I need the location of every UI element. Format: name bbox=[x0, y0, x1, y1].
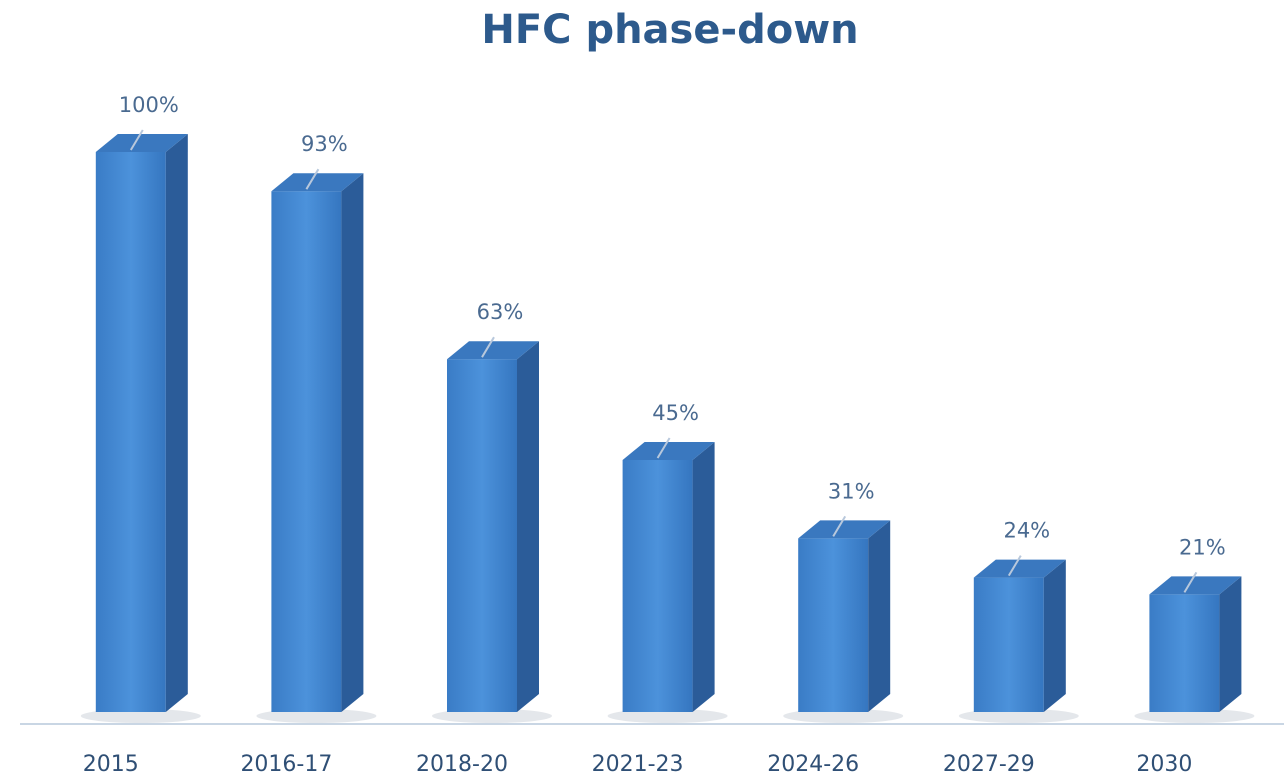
bar-top bbox=[973, 559, 1066, 578]
bar-side bbox=[1219, 576, 1242, 712]
bar-top bbox=[798, 520, 891, 539]
bar-top bbox=[95, 134, 188, 152]
x-tick-label: 2015 bbox=[83, 752, 139, 777]
x-tick-label: 2024-26 bbox=[767, 752, 859, 777]
bar bbox=[1149, 594, 1220, 712]
leader-line bbox=[1183, 571, 1198, 593]
bar-shadow bbox=[783, 709, 904, 723]
bar-side bbox=[165, 134, 188, 712]
x-tick-label: 2027-29 bbox=[943, 752, 1035, 777]
bar bbox=[798, 538, 869, 712]
x-tick-label: 2018-20 bbox=[416, 752, 508, 777]
data-label: 45% bbox=[652, 401, 699, 425]
bar-shadow bbox=[607, 709, 728, 723]
data-label: 21% bbox=[1179, 535, 1226, 559]
bar bbox=[271, 191, 342, 712]
bar-top bbox=[1149, 576, 1242, 595]
bar bbox=[447, 359, 517, 712]
bar-shadow bbox=[256, 709, 377, 723]
bar-top bbox=[622, 442, 715, 460]
data-label: 24% bbox=[1003, 519, 1050, 543]
bar-side bbox=[1043, 559, 1066, 712]
x-tick-label: 2021-23 bbox=[592, 752, 684, 777]
bar-shadow bbox=[432, 709, 552, 723]
x-tick-label: 2030 bbox=[1136, 752, 1192, 777]
data-label: 93% bbox=[301, 132, 348, 156]
data-label: 63% bbox=[477, 300, 524, 324]
bar bbox=[973, 577, 1044, 712]
bar-side bbox=[517, 341, 539, 712]
bar bbox=[622, 460, 693, 712]
chart-title: HFC phase-down bbox=[481, 7, 858, 53]
leader-line bbox=[832, 515, 847, 537]
bar-top bbox=[447, 341, 539, 360]
leader-line bbox=[656, 437, 671, 459]
bar-side bbox=[868, 520, 891, 712]
leader-line bbox=[129, 129, 144, 151]
leader-line bbox=[481, 336, 495, 358]
x-tick-label: 2016-17 bbox=[240, 752, 332, 777]
bar-shadow bbox=[958, 709, 1079, 723]
bar-shadow bbox=[80, 709, 201, 723]
leader-line bbox=[305, 168, 320, 190]
data-label: 31% bbox=[828, 479, 875, 503]
bar-side bbox=[692, 442, 715, 712]
leader-line bbox=[1007, 555, 1022, 577]
bar-side bbox=[341, 173, 364, 712]
bar bbox=[95, 152, 166, 712]
data-label: 100% bbox=[119, 93, 179, 117]
bar-top bbox=[271, 173, 364, 192]
bar-shadow bbox=[1134, 709, 1255, 723]
